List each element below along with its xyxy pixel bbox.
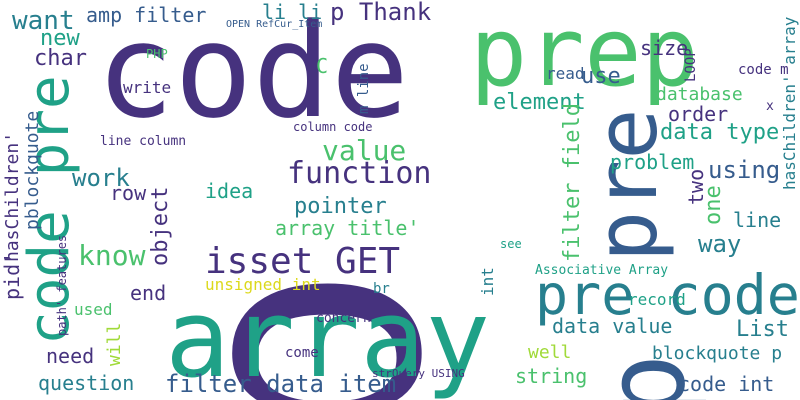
word-concern: concern (316, 311, 371, 326)
word-array: array (165, 277, 491, 400)
word-come: come (285, 345, 319, 361)
word-m-line: m line (356, 63, 372, 114)
word-end: end (130, 281, 167, 305)
word-haschildren: hasChildren' (2, 131, 23, 262)
word-new: new (40, 26, 80, 51)
word-will: will (104, 322, 125, 366)
word-open-refcur-item: OPEN RefCur_Item (226, 19, 323, 30)
word-amp-filter: amp filter (86, 3, 207, 27)
word-see: see (500, 237, 522, 251)
word-li-li: li li (262, 0, 323, 24)
word-path-features: path' features (55, 234, 69, 336)
word-using: using (708, 156, 781, 184)
word-column-code: column code (293, 120, 373, 134)
word-record: record (628, 290, 686, 309)
word-idea: idea (205, 179, 254, 203)
word-isset-get: isset GET (205, 241, 401, 282)
word-loop: LOOP (683, 48, 699, 82)
word-pre-code: pre code (535, 263, 800, 327)
word-use: use (581, 64, 621, 89)
word-line-column: line column (100, 134, 187, 149)
word-p-thank: p Thank (330, 0, 432, 26)
word-pointer: pointer (294, 194, 387, 219)
word-well: well (528, 342, 572, 363)
word-string: string (515, 364, 588, 388)
word-question: question (38, 371, 135, 395)
word-int: int (478, 267, 497, 296)
word-br: br (373, 281, 390, 297)
word-code-int: code int (678, 372, 775, 396)
word-strquery-using: strQuery USING (372, 367, 465, 380)
word-write: write (123, 78, 172, 97)
word-read: read (546, 64, 585, 83)
word-unsigned-int: unsigned int (205, 275, 321, 294)
word-prep: prep (470, 0, 699, 108)
word-filter-data-item: filter data item (165, 370, 397, 398)
word-row: row (110, 181, 147, 205)
word-work: work (72, 164, 130, 192)
word-php: PHP (146, 47, 168, 61)
word-database: database (656, 84, 743, 105)
word-value: value (322, 134, 407, 167)
word-need: need (46, 344, 95, 368)
word-way: way (698, 230, 742, 258)
word-order: order (668, 102, 729, 126)
word-want: want (12, 6, 75, 36)
word-blockquote-p: blockquote p (652, 343, 783, 364)
word-haschildren-array: hasChildren' array (780, 16, 799, 190)
word-code-m: code m (738, 62, 789, 78)
word-data-value: data value (552, 314, 673, 338)
word-filter-field: filter field (560, 103, 585, 262)
word-associative-array: Associative Array (535, 263, 669, 278)
word-line: line (733, 208, 782, 232)
word-used: used (74, 300, 113, 319)
word-element: element (493, 90, 586, 115)
word-function: function (287, 156, 432, 191)
word-pre-vertical: pre (578, 108, 677, 262)
word-data-type: data type (660, 120, 780, 145)
word-size: size (640, 36, 689, 60)
word-object: object (148, 186, 173, 266)
word-char: char (34, 46, 87, 71)
word-know: know (78, 239, 146, 272)
word-x: x (766, 99, 774, 114)
word-array-title: array title' (275, 216, 420, 240)
word-code: code (96, 0, 410, 147)
word-problem: problem (610, 150, 695, 174)
word-two: two (684, 168, 708, 205)
word-list: List (736, 317, 789, 342)
word-pblockquote: pblockquote (22, 110, 43, 230)
word-c: C (316, 54, 329, 78)
